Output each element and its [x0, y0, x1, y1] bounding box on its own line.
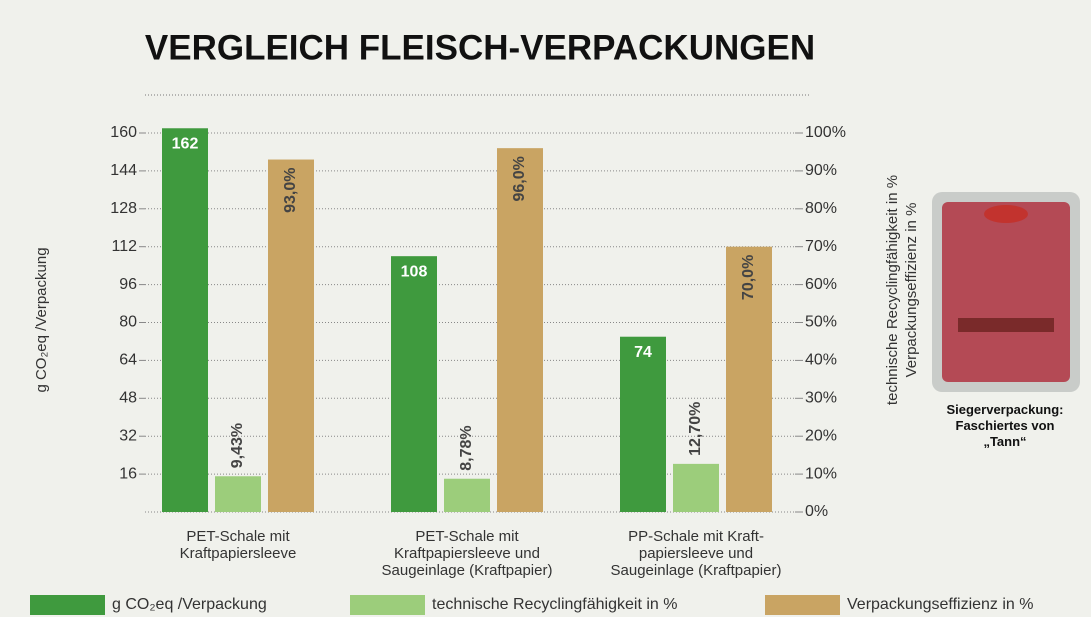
y-tick-label: 128	[110, 200, 137, 217]
legend-label: technische Recyclingfähigkeit in %	[432, 596, 677, 613]
y2-tick-label: 30%	[805, 390, 837, 407]
chart-title: VERGLEICH FLEISCH-VERPACKUNGEN	[145, 28, 815, 67]
y2-tick-label: 40%	[805, 352, 837, 369]
y-tick-label: 160	[110, 124, 137, 141]
value-label: 8,78%	[458, 425, 475, 470]
y2-axis-label: Verpackungseffizienz in %	[903, 203, 920, 378]
x-tick-label: PP-Schale mit Kraft- papiersleeve und Sa…	[576, 528, 816, 579]
y-tick-label: 48	[119, 390, 137, 407]
bar	[162, 128, 208, 512]
y-axis-label: g CO₂eq /Verpackung	[33, 247, 50, 392]
bar	[497, 148, 543, 512]
bar	[444, 479, 490, 512]
legend-label: Verpackungseffizienz in %	[847, 596, 1033, 613]
y-tick-label: 96	[119, 276, 137, 293]
legend-label: g CO₂eq /Verpackung	[112, 596, 267, 613]
value-label: 74	[634, 344, 652, 361]
bar	[215, 476, 261, 512]
y2-tick-label: 60%	[805, 276, 837, 293]
y-tick-label: 64	[119, 352, 137, 369]
image-caption: Siegerverpackung: Faschiertes von „Tann“	[925, 402, 1085, 450]
y2-tick-label: 10%	[805, 465, 837, 482]
y-tick-label: 80	[119, 314, 137, 331]
y-tick-label: 16	[119, 465, 137, 482]
y2-tick-label: 20%	[805, 427, 837, 444]
chart: VERGLEICH FLEISCH-VERPACKUNGEN g CO₂eq /…	[0, 0, 1091, 617]
legend-swatch	[350, 595, 425, 615]
y2-tick-label: 0%	[805, 503, 828, 520]
value-label: 12,70%	[687, 402, 704, 456]
y2-axis-label: technische Recyclingfähigkeit in %	[884, 175, 901, 405]
bar	[673, 464, 719, 512]
y2-tick-label: 70%	[805, 238, 837, 255]
y-tick-label: 32	[119, 427, 137, 444]
x-tick-label: PET-Schale mit Kraftpapiersleeve	[118, 528, 358, 562]
product-image	[932, 192, 1080, 392]
bar	[620, 337, 666, 512]
x-tick-label: PET-Schale mit Kraftpapiersleeve und Sau…	[347, 528, 587, 579]
y2-tick-label: 80%	[805, 200, 837, 217]
page: {"chart_data": {"type": "bar", "title": …	[0, 0, 1091, 617]
value-label: 96,0%	[511, 156, 528, 201]
y2-tick-label: 100%	[805, 124, 846, 141]
y2-tick-label: 50%	[805, 314, 837, 331]
value-label: 162	[172, 135, 199, 152]
bar	[391, 256, 437, 512]
legend-swatch	[30, 595, 105, 615]
legend-swatch	[765, 595, 840, 615]
value-label: 108	[401, 263, 428, 280]
value-label: 70,0%	[740, 255, 757, 300]
value-label: 9,43%	[229, 423, 246, 468]
y-tick-label: 112	[111, 238, 137, 255]
value-label: 93,0%	[282, 168, 299, 213]
y2-tick-label: 90%	[805, 162, 837, 179]
y-tick-label: 144	[110, 162, 137, 179]
